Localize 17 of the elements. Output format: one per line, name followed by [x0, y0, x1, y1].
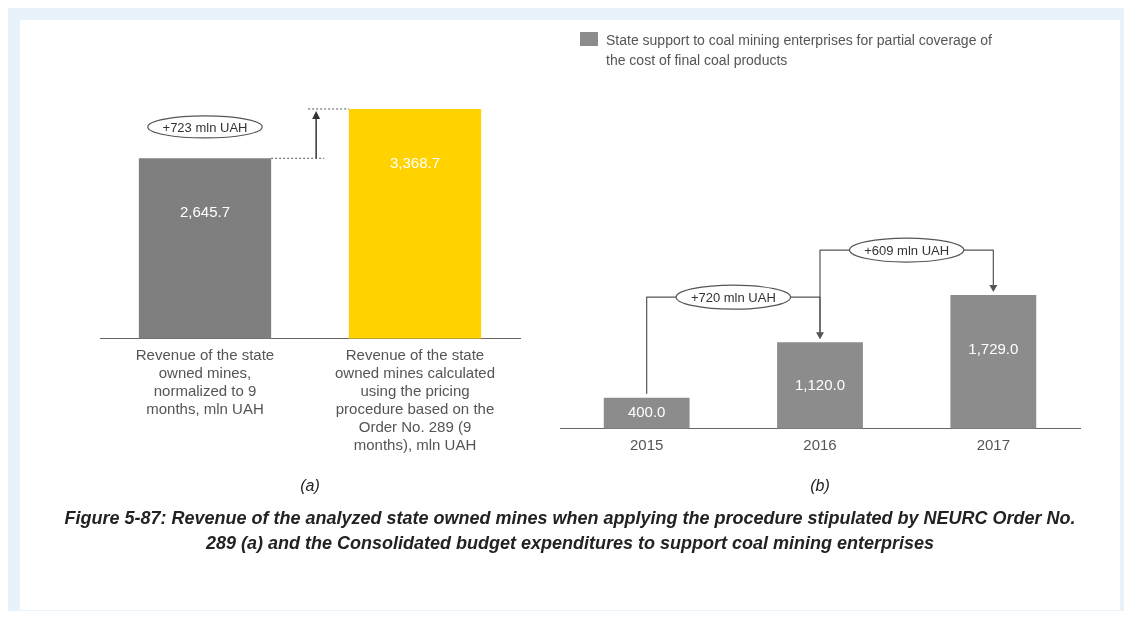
x-tick-label: Revenue of the state owned mines, normalized to 9 months, mln UAH: [135, 345, 275, 417]
annotation: +723 mln UAH: [162, 119, 248, 135]
text: Figure 5-87: Revenue of the analyzed state owned mines when applying the procedure stipulated by NEURC Order No. 289 (a) and the Consolidated budget expenditures to support coal mining enterprises: [63, 507, 1077, 555]
x-tick-label: 2017: [976, 435, 1011, 453]
x-tick-label: 2016: [803, 435, 837, 453]
legend-label: State support to coal mining enterprises for partial coverage of the cost of final coal products: [606, 31, 993, 70]
x-tick-label: 2015: [629, 435, 664, 453]
x-axis-title: (b): [810, 476, 830, 494]
x-tick-label: Revenue of the state owned mines calculated using the pricing procedure based on the Order No. 289 (9 months), mln UAH: [334, 345, 496, 453]
annotation: +720 mln UAH: [690, 290, 776, 306]
text: +609 mln UAH: [864, 243, 950, 259]
data-label: 2,645.7: [179, 203, 231, 221]
data-label: 400.0: [627, 403, 666, 421]
data-label: 3,368.7: [389, 154, 441, 172]
data-label: 1,729.0: [968, 340, 1019, 358]
x-axis-title: (a): [300, 476, 320, 494]
data-label: 1,120.0: [794, 375, 846, 393]
